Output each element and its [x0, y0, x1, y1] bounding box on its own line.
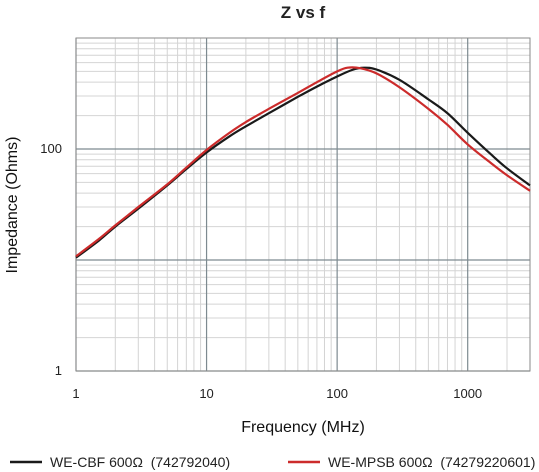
y-tick-label: 100	[40, 141, 62, 156]
x-axis-label: Frequency (MHz)	[241, 419, 365, 436]
legend: WE-CBF 600Ω (742792040) WE-MPSB 600Ω (74…	[10, 454, 535, 470]
legend-label-we-cbf: WE-CBF 600Ω (742792040)	[50, 454, 230, 470]
x-tick-label: 1	[72, 386, 79, 401]
legend-label-we-mpsb: WE-MPSB 600Ω (74279220601)	[328, 454, 535, 470]
chart-title: Z vs f	[281, 3, 326, 22]
series-line-we-mpsb	[75, 66, 531, 258]
y-tick-label: 1	[55, 363, 62, 378]
x-tick-label: 100	[326, 386, 348, 401]
x-tick-label: 10	[199, 386, 213, 401]
y-tick-labels: 1 100	[40, 141, 62, 378]
plot-frame	[75, 37, 531, 372]
y-axis-label: Impedance (Ohms)	[4, 137, 21, 274]
series-layer	[75, 66, 531, 259]
x-tick-label: 1000	[453, 386, 482, 401]
x-tick-labels: 1 10 100 1000	[72, 386, 482, 401]
